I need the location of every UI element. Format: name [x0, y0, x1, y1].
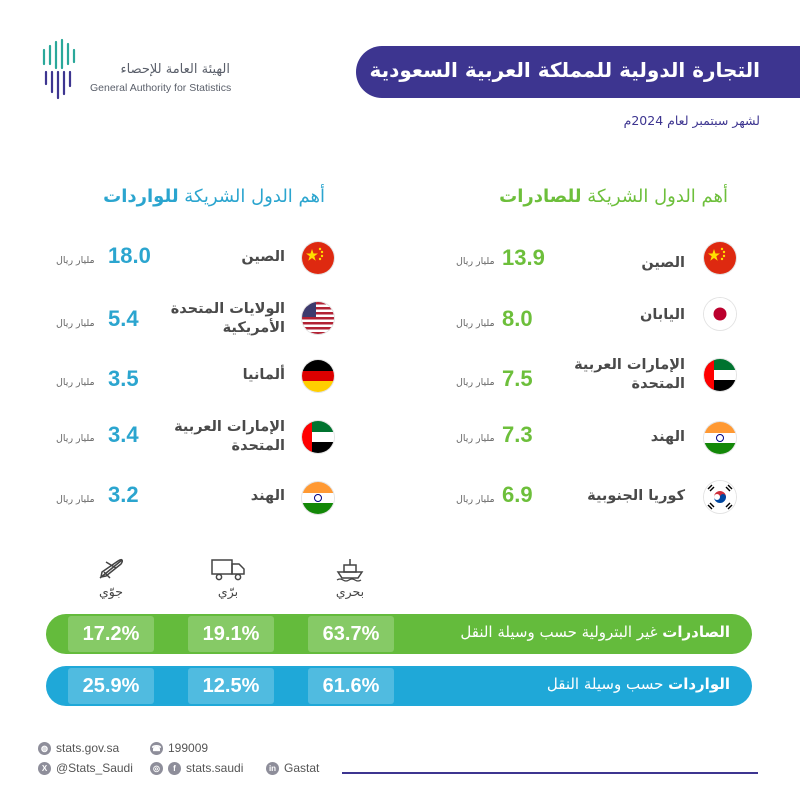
china-flag-icon	[704, 242, 736, 274]
import-unit: مليار ريال	[56, 255, 95, 266]
south-korea-flag-icon	[704, 481, 736, 513]
title-banner: التجارة الدولية للمملكة العربية السعودية	[356, 46, 800, 98]
export-value: 7.3	[502, 422, 533, 447]
imports-bar-label: الواردات حسب وسيلة النقل	[547, 675, 730, 693]
export-value: 6.9	[502, 482, 533, 507]
import-value: 3.2	[108, 482, 139, 507]
china-flag-icon	[302, 242, 334, 274]
x-twitter-icon: X	[38, 761, 51, 775]
transport-mode-land: برّي	[193, 556, 263, 599]
truck-icon	[211, 559, 245, 581]
imports-sea-share: 61.6%	[308, 668, 394, 704]
gastat-logo: الهيئة العامة للإحصاء General Authority …	[38, 38, 233, 104]
japan-flag-icon	[704, 298, 736, 330]
globe-icon: ◍	[38, 741, 51, 755]
imports-bar-label-strong: الواردات	[668, 675, 730, 693]
footer-linkedin[interactable]: in Gastat	[266, 761, 319, 775]
footer-social-text[interactable]: stats.saudi	[186, 761, 244, 775]
exports-heading: أهم الدول الشريكة للصادرات	[499, 186, 728, 207]
uae-flag-icon	[704, 359, 736, 391]
import-value: 18.0	[108, 243, 151, 268]
exports-heading-prefix: أهم الدول الشريكة	[581, 186, 728, 207]
gastat-logo-mark-icon	[42, 38, 76, 100]
exports-heading-strong: للصادرات	[499, 186, 582, 207]
import-country-name: الإمارات العربية المتحدة	[174, 419, 285, 454]
footer-phone[interactable]: ☎ 199009	[150, 741, 208, 755]
exports-air-share: 17.2%	[68, 616, 154, 652]
transport-mode-label: بحري	[335, 584, 365, 599]
page-subtitle: لشهر سبتمبر لعام 2024م	[623, 113, 760, 128]
airplane-icon	[99, 558, 124, 579]
footer-website[interactable]: ◍ stats.gov.sa	[38, 741, 119, 755]
instagram-icon: ◎	[150, 761, 163, 775]
india-flag-icon	[302, 482, 334, 514]
export-country-name: اليابان	[639, 307, 685, 323]
import-country-name: الهند	[250, 488, 285, 504]
ship-icon	[336, 559, 364, 582]
export-value: 8.0	[502, 306, 533, 331]
imports-heading-strong: للواردات	[103, 186, 179, 207]
export-value: 13.9	[502, 245, 545, 270]
export-unit: مليار ريال	[456, 256, 495, 267]
footer-twitter[interactable]: X @Stats_Saudi	[38, 761, 133, 775]
export-country-name: الهند	[650, 429, 685, 445]
phone-icon: ☎	[150, 741, 163, 755]
imports-bar-label-rest: حسب وسيلة النقل	[546, 675, 669, 693]
usa-flag-icon	[302, 302, 334, 334]
export-country-name: الإمارات العربية المتحدة	[574, 357, 685, 392]
org-name-arabic: الهيئة العامة للإحصاء	[120, 62, 230, 77]
transport-mode-air: جوّي	[76, 556, 146, 599]
import-value: 3.4	[108, 422, 139, 447]
org-name-english: General Authority for Statistics	[90, 82, 232, 94]
footer-phone-text[interactable]: 199009	[168, 741, 209, 755]
exports-land-share: 19.1%	[188, 616, 274, 652]
india-flag-icon	[704, 422, 736, 454]
export-unit: مليار ريال	[456, 433, 495, 444]
footer-linkedin-text[interactable]: Gastat	[284, 761, 320, 775]
import-value: 5.4	[108, 306, 139, 331]
import-unit: مليار ريال	[56, 318, 95, 329]
exports-bar-label: الصادرات غير البترولية حسب وسيلة النقل	[460, 623, 730, 641]
import-country-name: الولايات المتحدة الأمريكية	[170, 301, 285, 336]
export-country-name: الصين	[641, 255, 685, 271]
exports-bar-label-strong: الصادرات	[662, 623, 730, 641]
import-unit: مليار ريال	[56, 433, 95, 444]
uae-flag-icon	[302, 421, 334, 453]
export-value: 7.5	[502, 366, 533, 391]
export-country-name: كوريا الجنوبية	[587, 488, 685, 504]
imports-heading-prefix: أهم الدول الشريكة	[178, 186, 325, 207]
import-unit: مليار ريال	[56, 377, 95, 388]
transport-mode-sea: بحري	[315, 556, 385, 599]
import-country-name: ألمانيا	[242, 367, 285, 383]
imports-air-share: 25.9%	[68, 668, 154, 704]
footer-social[interactable]: ◎ f stats.saudi	[150, 761, 243, 775]
imports-transport-bar: 25.9% 12.5% 61.6% الواردات حسب وسيلة الن…	[46, 666, 752, 706]
export-unit: مليار ريال	[456, 377, 495, 388]
import-country-name: الصين	[241, 249, 285, 265]
transport-mode-label: جوّي	[99, 584, 123, 599]
import-unit: مليار ريال	[56, 494, 95, 505]
germany-flag-icon	[302, 360, 334, 392]
footer-divider	[342, 772, 758, 774]
imports-heading: أهم الدول الشريكة للواردات	[103, 186, 325, 207]
linkedin-icon: in	[266, 761, 279, 775]
export-unit: مليار ريال	[456, 318, 495, 329]
footer-website-text[interactable]: stats.gov.sa	[56, 741, 120, 755]
facebook-icon: f	[168, 761, 181, 775]
exports-transport-bar: 17.2% 19.1% 63.7% الصادرات غير البترولية…	[46, 614, 752, 654]
exports-bar-label-rest: غير البترولية حسب وسيلة النقل	[460, 623, 663, 641]
exports-sea-share: 63.7%	[308, 616, 394, 652]
page-title: التجارة الدولية للمملكة العربية السعودية	[369, 58, 760, 82]
footer-twitter-text[interactable]: @Stats_Saudi	[56, 761, 133, 775]
imports-land-share: 12.5%	[188, 668, 274, 704]
import-value: 3.5	[108, 366, 139, 391]
export-unit: مليار ريال	[456, 494, 495, 505]
transport-mode-label: برّي	[217, 584, 239, 599]
